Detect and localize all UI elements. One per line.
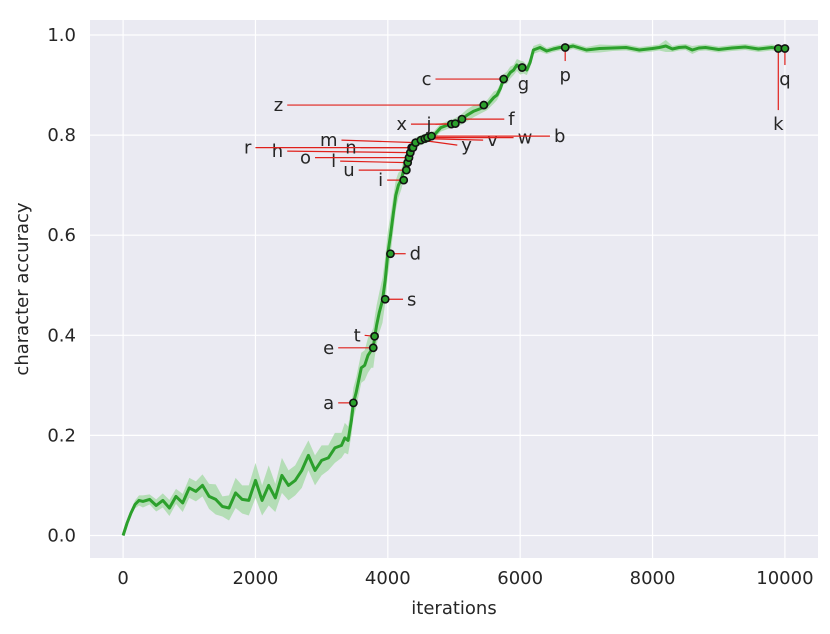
accuracy-line [121, 44, 785, 536]
annotation-marker [386, 249, 395, 259]
annotation-label: t [354, 325, 361, 346]
annotation-label: z [274, 95, 283, 116]
annotation-label: s [407, 289, 416, 310]
y-tick-label: 0.8 [47, 125, 76, 146]
annotation-marker [427, 131, 436, 141]
y-axis-ticks: 0.0 0.2 0.4 0.6 0.8 1.0 [47, 25, 76, 546]
x-tick-label: 6000 [497, 568, 543, 589]
annotation-marker [517, 63, 527, 72]
y-tick-label: 0.2 [47, 425, 76, 446]
annotation-label: e [323, 338, 334, 359]
gridlines [90, 20, 818, 558]
annotation-marker [499, 74, 509, 84]
annotation-marker [457, 114, 467, 124]
annotation-label: g [518, 74, 529, 95]
annotation-label: u [343, 160, 354, 181]
annotation-marker [401, 165, 411, 175]
y-tick-label: 0.6 [47, 225, 76, 246]
annotation-label: d [410, 244, 421, 265]
annotation-leader [340, 160, 408, 164]
annotation-marker [370, 331, 379, 341]
annotation-label: l [331, 151, 336, 172]
x-axis-label: iterations [411, 598, 496, 619]
x-tick-label: 8000 [630, 568, 676, 589]
annotation-marker [780, 44, 790, 53]
y-tick-label: 0.0 [47, 525, 76, 546]
x-axis-ticks: 0 2000 4000 6000 8000 10000 [117, 568, 813, 589]
y-axis-label: character accuracy [12, 202, 33, 375]
annotation-label: w [518, 128, 533, 149]
annotation-label: c [422, 69, 432, 90]
annotation-marker [479, 100, 489, 110]
x-tick-label: 0 [117, 568, 128, 589]
annotation-label: r [244, 138, 252, 159]
plot-background [90, 20, 818, 558]
annotation-label: f [508, 109, 515, 130]
annotation-marker [380, 294, 390, 304]
annotation-label: p [559, 65, 570, 86]
annotation-marker [450, 119, 460, 128]
annotation-marker [368, 343, 378, 353]
annotation-marker [349, 398, 358, 408]
y-tick-label: 0.4 [47, 325, 76, 346]
annotation-leader [287, 150, 411, 154]
annotation-label: b [554, 126, 565, 147]
annotation-label: v [487, 130, 498, 151]
x-tick-label: 2000 [233, 568, 279, 589]
annotation-label: k [773, 114, 784, 135]
annotation-label: q [779, 69, 790, 90]
annotation-marker [560, 43, 570, 52]
annotation-label: h [272, 141, 283, 162]
x-tick-label: 4000 [365, 568, 411, 589]
x-tick-label: 10000 [756, 568, 813, 589]
y-tick-label: 1.0 [47, 25, 76, 46]
annotation-label: m [320, 130, 338, 151]
annotation-label: y [461, 135, 472, 156]
confidence-band [123, 40, 785, 536]
annotation-leader [341, 139, 416, 144]
annotation-label: a [323, 393, 334, 414]
annotation-label: j [425, 114, 431, 135]
annotation-label: x [396, 114, 407, 135]
annotation-label: o [300, 148, 311, 169]
annotation-label: i [378, 170, 383, 191]
annotation-markers [349, 43, 790, 408]
annotation-marker [399, 175, 409, 185]
